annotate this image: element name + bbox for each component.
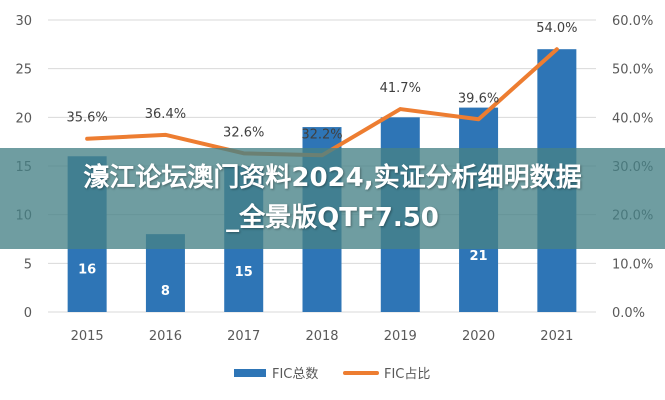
overlay-title: 濠江论坛澳门资料2024,实证分析细明数据 _全景版QTF7.50	[0, 158, 665, 238]
bar-data-label: 15	[235, 265, 253, 280]
y-right-tick-label: 10.0%	[612, 257, 653, 272]
x-tick-label: 2018	[305, 329, 338, 344]
legend-swatch-bar	[234, 369, 266, 377]
line-data-label: 32.6%	[223, 125, 264, 140]
y-left-tick-label: 0	[24, 306, 32, 321]
x-tick-label: 2020	[462, 329, 495, 344]
legend-label-bar: FIC总数	[272, 367, 318, 382]
line-data-label: 41.7%	[380, 81, 421, 96]
y-left-tick-label: 25	[15, 63, 32, 78]
y-right-tick-label: 60.0%	[612, 14, 653, 29]
y-left-tick-label: 5	[24, 257, 32, 272]
overlay-title-line1: 濠江论坛澳门资料2024,实证分析细明数据	[83, 163, 582, 193]
y-right-tick-label: 0.0%	[612, 306, 645, 321]
bar-data-label: 21	[470, 249, 488, 264]
x-tick-label: 2017	[227, 329, 260, 344]
x-tick-label: 2015	[71, 329, 104, 344]
bar-data-label: 16	[78, 262, 96, 277]
legend-label-line: FIC占比	[384, 367, 430, 382]
x-tick-label: 2021	[540, 329, 573, 344]
y-left-tick-label: 20	[15, 111, 32, 126]
overlay-title-line2: _全景版QTF7.50	[226, 203, 439, 233]
x-tick-label: 2019	[384, 329, 417, 344]
y-right-tick-label: 50.0%	[612, 63, 653, 78]
line-data-label: 32.2%	[301, 127, 342, 142]
bar-data-label: 8	[161, 284, 170, 299]
y-left-tick-label: 30	[15, 14, 32, 29]
y-right-tick-label: 40.0%	[612, 111, 653, 126]
line-data-label: 54.0%	[536, 21, 577, 36]
x-tick-label: 2016	[149, 329, 182, 344]
overlay-banner	[0, 148, 665, 249]
line-data-label: 39.6%	[458, 91, 499, 106]
line-data-label: 36.4%	[145, 107, 186, 122]
line-data-label: 35.6%	[66, 111, 107, 126]
